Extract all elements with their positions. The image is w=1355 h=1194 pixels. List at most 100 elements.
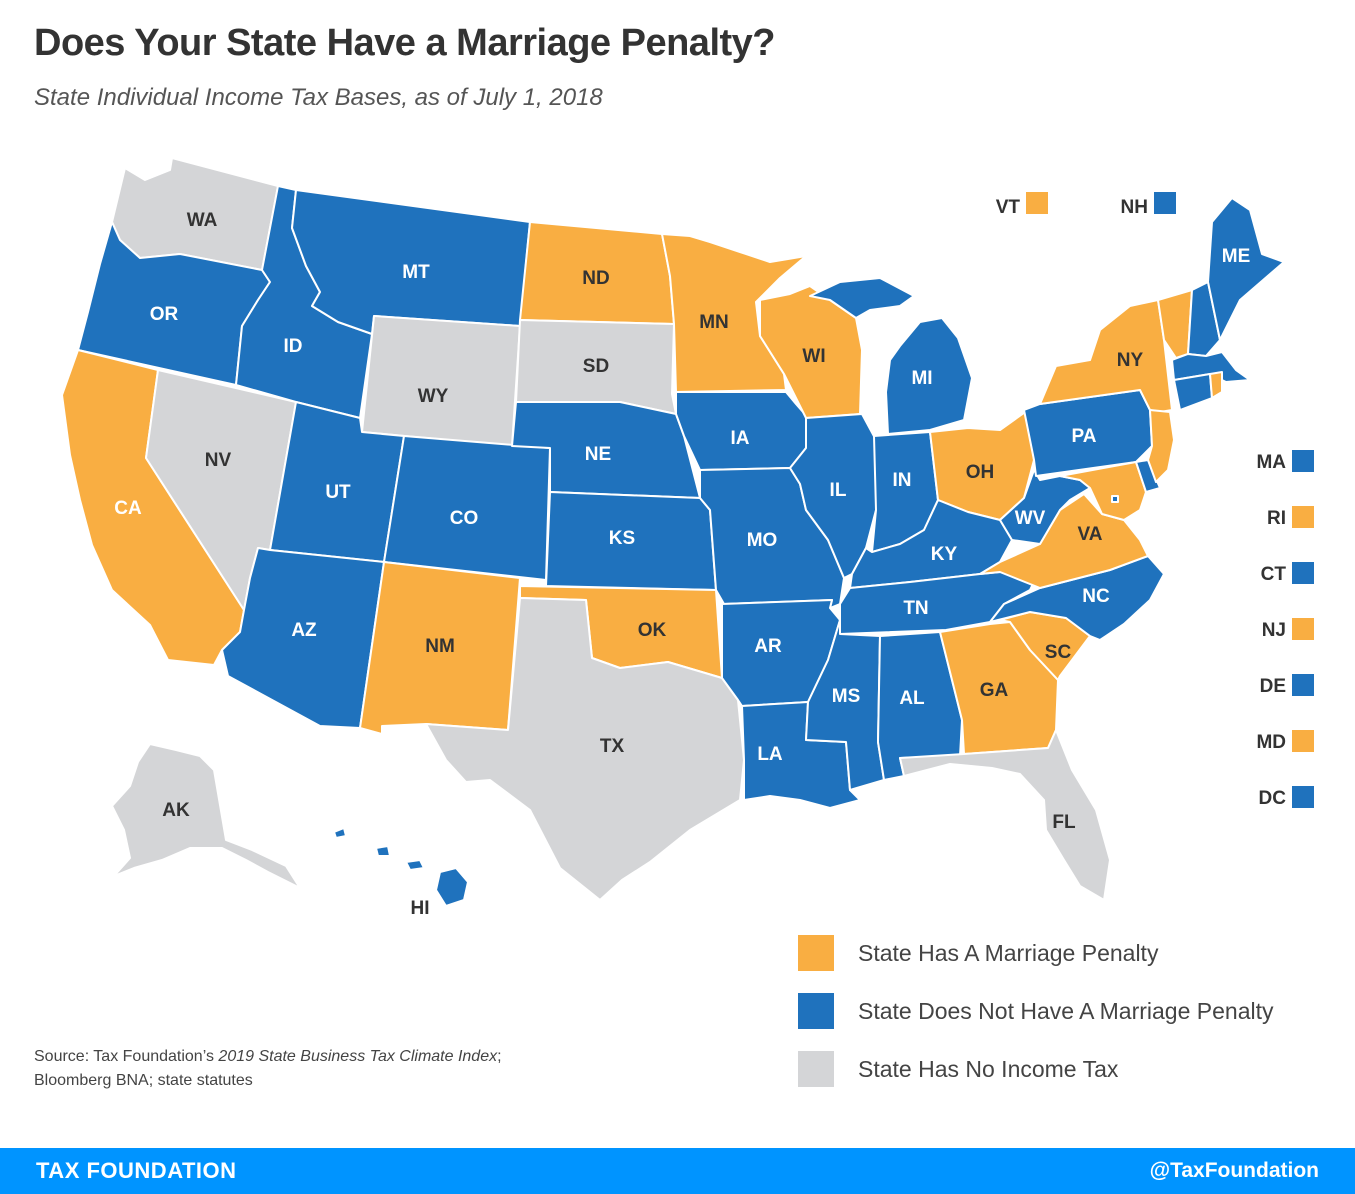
label-VA: VA (1078, 524, 1103, 545)
label-OK: OK (638, 620, 667, 641)
label-WY: WY (418, 386, 449, 407)
map-legend: State Has A Marriage Penalty State Does … (798, 935, 1274, 1109)
state-NY[interactable] (1039, 299, 1173, 413)
label-NC: NC (1082, 586, 1110, 607)
state-NH[interactable] (1187, 281, 1221, 357)
label-MO: MO (747, 530, 778, 551)
key-label-MA: MA (1256, 452, 1286, 473)
label-CO: CO (450, 508, 479, 529)
key-label-CT: CT (1261, 564, 1287, 585)
label-FL: FL (1052, 812, 1076, 833)
label-WI: WI (802, 346, 825, 367)
label-TX: TX (600, 736, 625, 757)
key-label-RI: RI (1267, 508, 1286, 529)
key-swatch-MD (1292, 730, 1314, 752)
key-swatch-VT (1026, 192, 1048, 214)
label-MN: MN (699, 312, 729, 333)
state-RI[interactable] (1209, 371, 1223, 399)
key-swatch-DE (1292, 674, 1314, 696)
page-subtitle: State Individual Income Tax Bases, as of… (34, 84, 603, 111)
key-swatch-MA (1292, 450, 1314, 472)
label-PA: PA (1072, 426, 1097, 447)
label-MS: MS (832, 686, 861, 707)
label-NE: NE (585, 444, 611, 465)
label-NM: NM (425, 636, 455, 657)
state-TX[interactable] (425, 597, 745, 901)
state-NE[interactable] (511, 401, 701, 499)
key-label-VT: VT (996, 197, 1021, 218)
source-note: Source: Tax Foundation’s 2019 State Busi… (34, 1045, 634, 1093)
key-swatch-CT (1292, 562, 1314, 584)
label-IN: IN (893, 470, 912, 491)
key-label-MD: MD (1256, 732, 1286, 753)
state-MI[interactable] (809, 277, 973, 435)
label-WA: WA (187, 210, 218, 231)
label-MI: MI (911, 368, 932, 389)
label-SC: SC (1045, 642, 1072, 663)
legend-swatch-no-income-tax (798, 1051, 834, 1087)
label-ME: ME (1222, 246, 1251, 267)
state-WI[interactable] (759, 285, 863, 419)
label-UT: UT (325, 482, 351, 503)
legend-label-no-income-tax: State Has No Income Tax (858, 1055, 1119, 1082)
label-IL: IL (830, 480, 847, 501)
legend-label-no-penalty: State Does Not Have A Marriage Penalty (858, 997, 1274, 1024)
label-HI: HI (411, 898, 430, 919)
source-italic: 2019 State Business Tax Climate Index (218, 1048, 498, 1065)
legend-item-no-income-tax: State Has No Income Tax (798, 1051, 1274, 1087)
state-CT[interactable] (1173, 373, 1213, 411)
label-AR: AR (754, 636, 782, 657)
label-GA: GA (980, 680, 1009, 701)
key-swatch-NH (1154, 192, 1176, 214)
source-line2: Bloomberg BNA; state statutes (34, 1072, 253, 1089)
label-AL: AL (899, 688, 925, 709)
footer-bar: TAX FOUNDATION @TaxFoundation (0, 1148, 1355, 1194)
legend-swatch-no-penalty (798, 993, 834, 1029)
state-WY[interactable] (361, 315, 521, 447)
state-KY[interactable] (849, 499, 1013, 589)
label-OH: OH (966, 462, 995, 483)
key-swatch-DC (1292, 786, 1314, 808)
label-ID: ID (284, 336, 303, 357)
state-NM[interactable] (359, 561, 521, 735)
state-FL[interactable] (899, 729, 1111, 901)
legend-swatch-penalty (798, 935, 834, 971)
footer-brand: TAX FOUNDATION (36, 1158, 237, 1183)
label-KY: KY (931, 544, 958, 565)
legend-label-penalty: State Has A Marriage Penalty (858, 939, 1159, 966)
label-TN: TN (903, 598, 928, 619)
label-WV: WV (1015, 508, 1046, 529)
state-AK[interactable] (111, 743, 301, 889)
label-ND: ND (582, 268, 609, 289)
key-swatch-RI (1292, 506, 1314, 528)
legend-item-penalty: State Has A Marriage Penalty (798, 935, 1274, 971)
label-LA: LA (757, 744, 783, 765)
label-NV: NV (205, 450, 232, 471)
key-swatch-NJ (1292, 618, 1314, 640)
state-NJ[interactable] (1147, 409, 1175, 483)
legend-item-no-penalty: State Does Not Have A Marriage Penalty (798, 993, 1274, 1029)
key-label-NH: NH (1121, 197, 1148, 218)
label-IA: IA (731, 428, 750, 449)
state-ME[interactable] (1207, 197, 1285, 341)
state-GA[interactable] (939, 621, 1059, 755)
label-AK: AK (162, 800, 190, 821)
source-prefix: Source: Tax Foundation’s (34, 1048, 219, 1065)
key-label-DC: DC (1259, 788, 1287, 809)
label-CA: CA (114, 498, 142, 519)
state-HI[interactable] (333, 827, 469, 907)
page-title: Does Your State Have a Marriage Penalty? (34, 22, 776, 64)
label-AZ: AZ (291, 620, 317, 641)
label-NY: NY (1117, 350, 1144, 371)
state-DC[interactable] (1111, 495, 1119, 503)
source-suffix: ; (497, 1048, 502, 1065)
key-label-NJ: NJ (1262, 620, 1286, 641)
label-OR: OR (150, 304, 179, 325)
label-SD: SD (583, 356, 609, 377)
label-MT: MT (402, 262, 430, 283)
label-KS: KS (609, 528, 635, 549)
key-label-DE: DE (1260, 676, 1286, 697)
footer-handle[interactable]: @TaxFoundation (1149, 1159, 1319, 1182)
state-DE[interactable] (1135, 459, 1161, 493)
us-map: WA OR CA NV ID MT WY UT AZ CO NM ND SD N… (61, 157, 1314, 919)
